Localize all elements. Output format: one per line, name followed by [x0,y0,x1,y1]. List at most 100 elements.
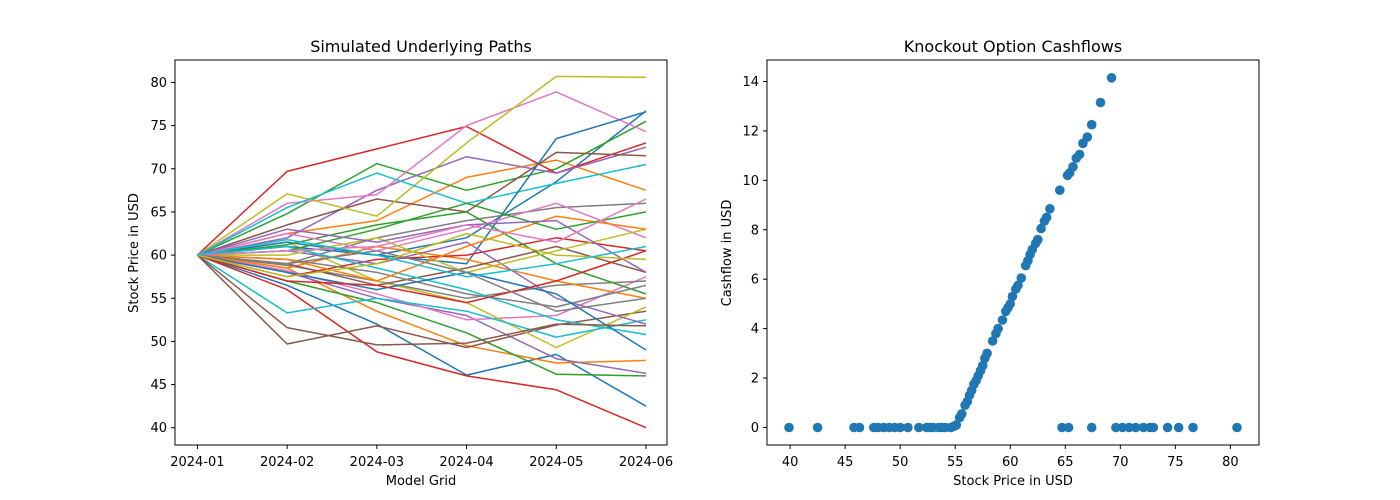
x-tick-label: 2024-02 [260,455,314,470]
path-line [197,202,647,256]
y-tick-label: 75 [150,119,167,134]
path-line [197,91,647,256]
cashflow-point [1173,422,1184,433]
path-line [196,75,647,256]
cashflow-point [1086,119,1097,130]
cashflow-point [1232,422,1242,433]
cashflow-point [1007,291,1018,302]
cashflow-point [784,422,794,433]
cashflow-point [1130,422,1141,433]
y-tick-label: 8 [751,223,759,238]
cashflow-point [1068,162,1078,172]
path-line [197,254,647,429]
cashflow-points [784,73,1242,433]
y-tick-label: 50 [150,335,167,350]
y-tick-label: 6 [751,273,759,288]
cashflow-point [987,336,998,346]
path-line [197,219,647,274]
path-line [197,228,647,274]
x-axis-ticks: 40 45 50 55 60 65 70 75 80 [782,445,1239,470]
path-line [197,151,647,256]
cashflow-point [1055,185,1065,195]
y-tick-label: 2 [751,372,759,387]
x-tick-label: 70 [1112,455,1129,470]
y-axis-label: Stock Price in USD [127,193,142,313]
x-tick-label: 2024-06 [619,455,673,470]
cashflow-point [1074,149,1085,160]
x-axis-label: Stock Price in USD [953,474,1073,489]
cashflow-point [1005,299,1015,309]
path-line [197,211,647,295]
y-axis-ticks: 40 45 50 55 60 65 70 75 80 [150,76,175,436]
cashflow-point [1016,273,1027,283]
x-axis-label: Model Grid [386,474,456,489]
x-tick-label: 60 [1002,455,1019,470]
path-line [197,238,647,278]
x-tick-label: 55 [947,455,964,470]
y-axis-label: Cashflow in USD [720,200,735,307]
cashflow-point [1082,132,1093,142]
cashflow-point [914,422,924,433]
path-line [197,215,647,282]
cashflow-point [1188,422,1198,433]
x-tick-label: 75 [1167,455,1184,470]
x-tick-label: 2024-04 [439,455,493,470]
x-tick-label: 50 [892,455,909,470]
cashflow-point [1036,223,1046,234]
cashflow-chart: Knockout Option Cashflows 40 45 50 55 60 65 70… [720,37,1260,489]
cashflow-point [1063,422,1074,433]
y-tick-label: 14 [742,75,759,90]
cashflow-point [812,422,823,433]
cashflow-point [1013,280,1023,291]
cashflow-point [957,409,967,419]
plot-frame [766,59,1260,446]
cashflow-point [1111,422,1121,433]
path-line [197,120,647,256]
y-tick-label: 55 [150,292,167,307]
cashflow-point [895,422,905,433]
cashflow-point [1124,422,1134,433]
path-lines [196,75,647,429]
cashflow-point [1033,234,1043,245]
x-axis-ticks: 2024-01 2024-02 2024-03 2024-04 2024-05 2024-… [170,445,673,470]
cashflow-point [1095,97,1106,108]
y-tick-label: 65 [150,205,167,220]
plot-frame [174,59,668,446]
y-tick-label: 10 [742,174,759,189]
path-line [197,250,647,304]
path-line [197,163,647,256]
x-tick-label: 45 [837,455,854,470]
path-line [196,254,647,346]
cashflow-point [951,420,962,430]
cashflow-point [1162,422,1173,433]
path-line [197,198,647,256]
path-line [197,245,647,336]
cashflow-point [1045,204,1055,214]
x-tick-label: 2024-03 [350,455,404,470]
cashflow-point [1148,422,1159,433]
chart-title: Simulated Underlying Paths [310,37,532,56]
path-line [197,250,647,312]
y-tick-label: 0 [751,421,759,436]
y-tick-label: 70 [150,162,167,177]
y-tick-label: 40 [150,421,167,436]
cashflow-point [854,422,865,433]
path-line [197,232,647,278]
cashflow-point [1106,73,1117,83]
path-line [197,254,647,351]
path-line [197,111,647,265]
y-tick-label: 4 [751,322,759,337]
paths-chart: Simulated Underlying Paths 2024-01 2024-0… [127,37,673,489]
x-tick-label: 65 [1057,455,1074,470]
cashflow-point [1041,212,1052,223]
y-tick-label: 80 [150,76,167,91]
cashflow-point [1086,422,1097,433]
x-tick-label: 80 [1222,455,1239,470]
cashflow-point [997,315,1008,325]
y-tick-label: 12 [742,124,759,139]
y-axis-ticks: 0 2 4 6 8 10 12 14 [742,75,767,436]
path-line [197,146,647,256]
x-tick-label: 2024-05 [529,455,583,470]
cashflow-point [1117,422,1128,433]
